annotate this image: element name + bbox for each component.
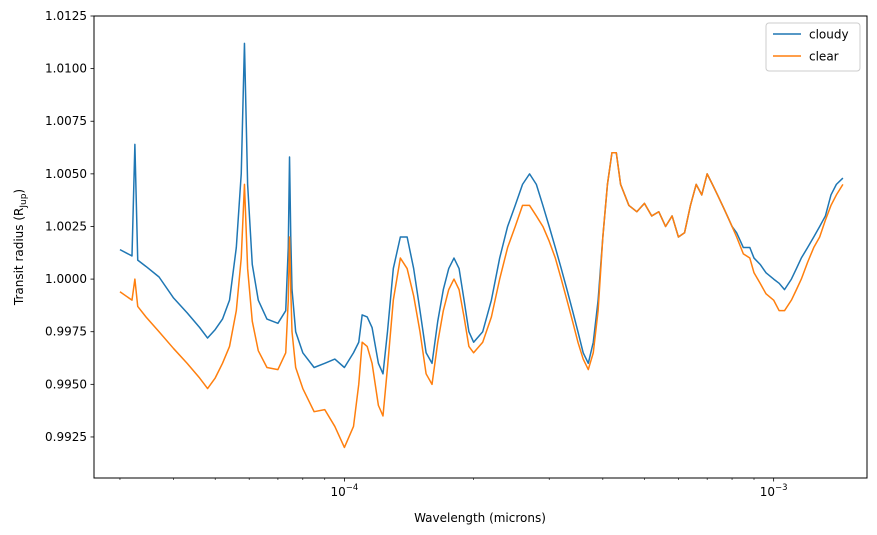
- y-tick-label: 1.0050: [45, 167, 87, 181]
- legend-label-clear: clear: [809, 50, 839, 64]
- y-tick-label: 0.9975: [45, 325, 87, 339]
- plot-area: [93, 15, 868, 479]
- y-axis-title-main: Transit radius (R: [12, 208, 26, 307]
- y-axis-title-subscript: Jup: [19, 193, 29, 208]
- y-axis: 0.9925 0.9950 0.9975 1.0000 1.0025 1.0050 1.00…: [45, 9, 94, 444]
- y-tick-label: 0.9925: [45, 430, 87, 444]
- y-axis-title-close: ): [12, 189, 26, 194]
- y-tick-label: 1.0025: [45, 219, 87, 233]
- y-tick-label: 1.0100: [45, 62, 87, 76]
- plot-frame: [93, 15, 868, 479]
- x-tick-label: 10−3: [760, 483, 788, 499]
- x-axis: 10−4 10−3: [119, 478, 788, 499]
- x-tick-label: 10−4: [330, 483, 358, 499]
- series-line-clear: [119, 152, 844, 449]
- legend-label-cloudy: cloudy: [809, 28, 849, 42]
- y-tick-label: 1.0125: [45, 9, 87, 23]
- series-group: [119, 42, 844, 449]
- legend-box: [765, 22, 861, 72]
- y-tick-label: 0.9950: [45, 377, 87, 391]
- x-axis-title: Wavelength (microns): [414, 511, 546, 525]
- y-tick-label: 1.0075: [45, 114, 87, 128]
- y-axis-title: Transit radius (RJup): [12, 189, 29, 306]
- legend: cloudy clear: [765, 22, 861, 72]
- y-tick-label: 1.0000: [45, 272, 87, 286]
